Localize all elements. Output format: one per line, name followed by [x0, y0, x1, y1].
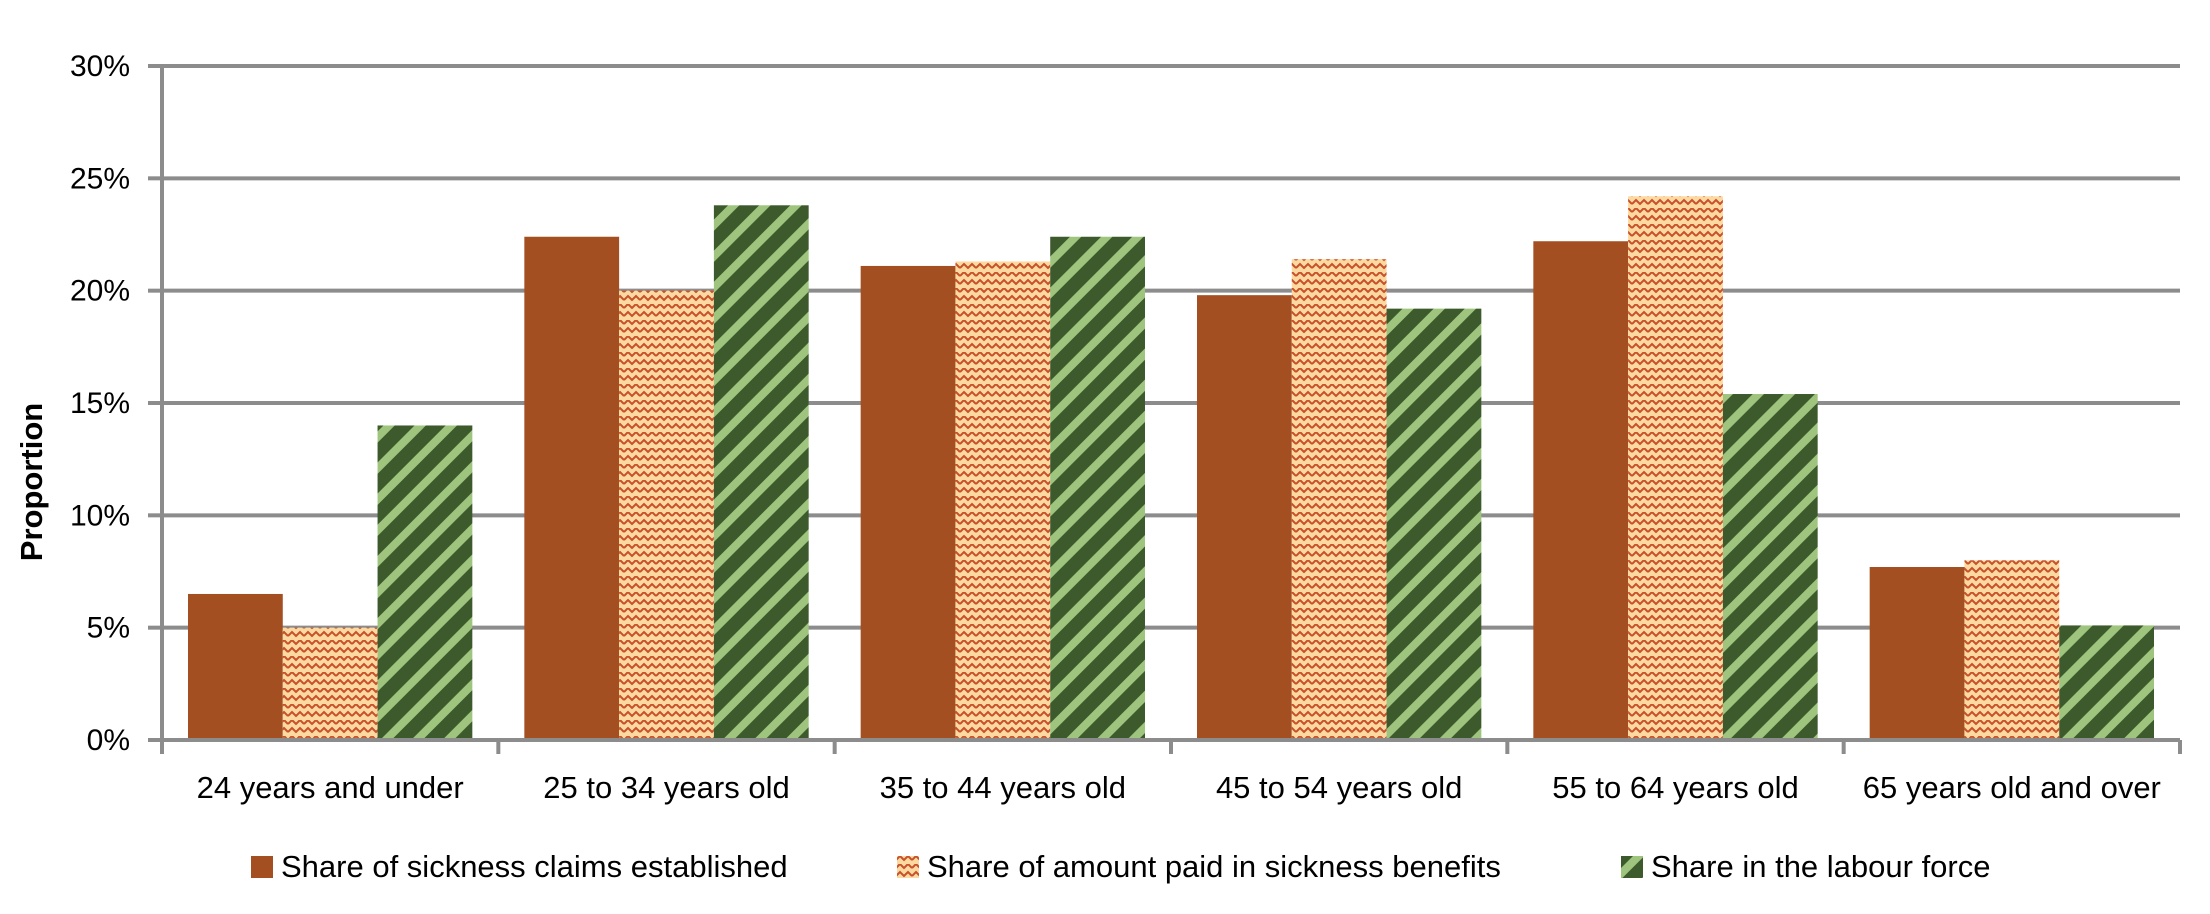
bar-1-2 [524, 236, 620, 740]
legend-swatch [251, 856, 273, 878]
bar-2-6 [1964, 560, 2060, 740]
y-tick-label: 25% [70, 162, 130, 195]
x-category-label: 45 to 54 years old [1216, 770, 1462, 805]
bar-1-5 [1533, 241, 1629, 741]
x-category-labels: 24 years and under 25 to 34 years old 35 t… [197, 770, 2161, 805]
bar-1-3 [860, 265, 956, 740]
legend-item: Share in the labour force [1621, 849, 1991, 884]
x-category-label: 24 years and under [197, 770, 464, 805]
bar-1-6 [1869, 567, 1965, 740]
y-tick-labels: 0% 5% 10% 15% 20% 25% 30% [70, 50, 130, 757]
y-tick-label: 15% [70, 387, 130, 420]
legend-swatch [897, 856, 919, 878]
bar-2-2 [619, 290, 714, 740]
legend-item: Share of amount paid in sickness benefit… [897, 849, 1501, 884]
bar-3-2 [713, 205, 809, 740]
bar-3-6 [2059, 625, 2154, 740]
legend-label: Share of amount paid in sickness benefit… [927, 849, 1501, 884]
legend-swatch [1621, 856, 1643, 878]
bar-1-1 [188, 593, 283, 740]
bar-3-3 [1050, 236, 1145, 740]
bar-2-4 [1291, 259, 1387, 740]
bar-3-5 [1722, 394, 1818, 740]
bar-2-1 [282, 627, 378, 740]
y-axis-title: Proportion [14, 403, 49, 561]
bars [188, 196, 2154, 741]
x-category-label: 55 to 64 years old [1552, 770, 1798, 805]
y-tick-label: 0% [87, 724, 130, 757]
x-category-label: 35 to 44 years old [880, 770, 1126, 805]
legend: Share of sickness claims established Shar… [251, 849, 1991, 884]
x-category-label: 65 years old and over [1863, 770, 2161, 805]
axes [148, 64, 2182, 754]
legend-label: Share of sickness claims established [281, 849, 788, 884]
legend-item: Share of sickness claims established [251, 849, 788, 884]
y-tick-label: 10% [70, 499, 130, 532]
y-tick-label: 30% [70, 50, 130, 83]
bar-3-1 [377, 425, 473, 740]
bar-1-4 [1197, 295, 1292, 740]
x-category-label: 25 to 34 years old [543, 770, 789, 805]
bar-2-5 [1628, 196, 1723, 741]
gridlines [162, 64, 2180, 630]
bar-2-3 [955, 261, 1051, 740]
y-tick-label: 5% [87, 612, 130, 645]
bar-3-4 [1386, 308, 1482, 740]
y-tick-label: 20% [70, 275, 130, 308]
legend-label: Share in the labour force [1651, 849, 1991, 884]
